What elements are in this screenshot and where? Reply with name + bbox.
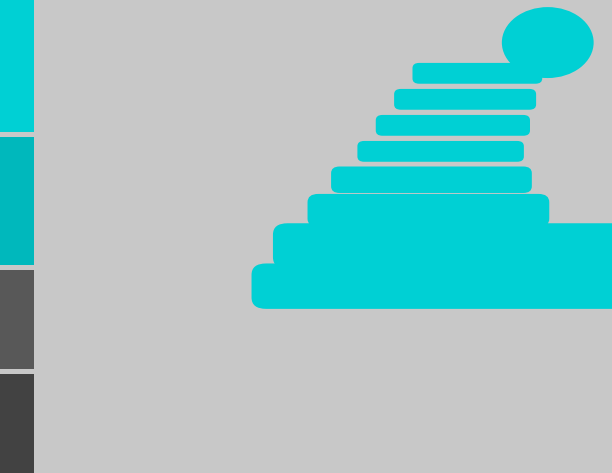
FancyBboxPatch shape [308, 194, 550, 227]
FancyBboxPatch shape [357, 141, 524, 162]
FancyBboxPatch shape [376, 115, 530, 136]
FancyBboxPatch shape [252, 263, 612, 309]
Circle shape [502, 7, 594, 78]
FancyBboxPatch shape [412, 63, 542, 84]
FancyBboxPatch shape [273, 223, 612, 269]
FancyBboxPatch shape [331, 166, 532, 193]
FancyBboxPatch shape [394, 89, 536, 110]
